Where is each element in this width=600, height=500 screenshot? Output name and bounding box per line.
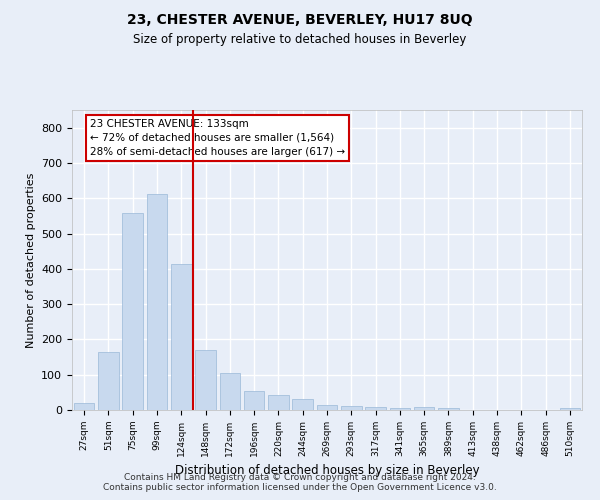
Y-axis label: Number of detached properties: Number of detached properties bbox=[26, 172, 35, 348]
Bar bbox=[268, 395, 289, 410]
Bar bbox=[317, 404, 337, 410]
X-axis label: Distribution of detached houses by size in Beverley: Distribution of detached houses by size … bbox=[175, 464, 479, 477]
Bar bbox=[414, 407, 434, 410]
Text: 23, CHESTER AVENUE, BEVERLEY, HU17 8UQ: 23, CHESTER AVENUE, BEVERLEY, HU17 8UQ bbox=[127, 12, 473, 26]
Bar bbox=[438, 408, 459, 410]
Text: 23 CHESTER AVENUE: 133sqm
← 72% of detached houses are smaller (1,564)
28% of se: 23 CHESTER AVENUE: 133sqm ← 72% of detac… bbox=[90, 119, 345, 157]
Bar bbox=[560, 408, 580, 410]
Bar bbox=[292, 398, 313, 410]
Text: Contains HM Land Registry data © Crown copyright and database right 2024.
Contai: Contains HM Land Registry data © Crown c… bbox=[103, 473, 497, 492]
Bar bbox=[341, 406, 362, 410]
Bar bbox=[244, 390, 265, 410]
Bar bbox=[389, 408, 410, 410]
Text: Size of property relative to detached houses in Beverley: Size of property relative to detached ho… bbox=[133, 32, 467, 46]
Bar bbox=[74, 403, 94, 410]
Bar bbox=[195, 350, 216, 410]
Bar bbox=[220, 373, 240, 410]
Bar bbox=[365, 407, 386, 410]
Bar bbox=[98, 352, 119, 410]
Bar bbox=[171, 264, 191, 410]
Bar bbox=[146, 194, 167, 410]
Bar bbox=[122, 214, 143, 410]
